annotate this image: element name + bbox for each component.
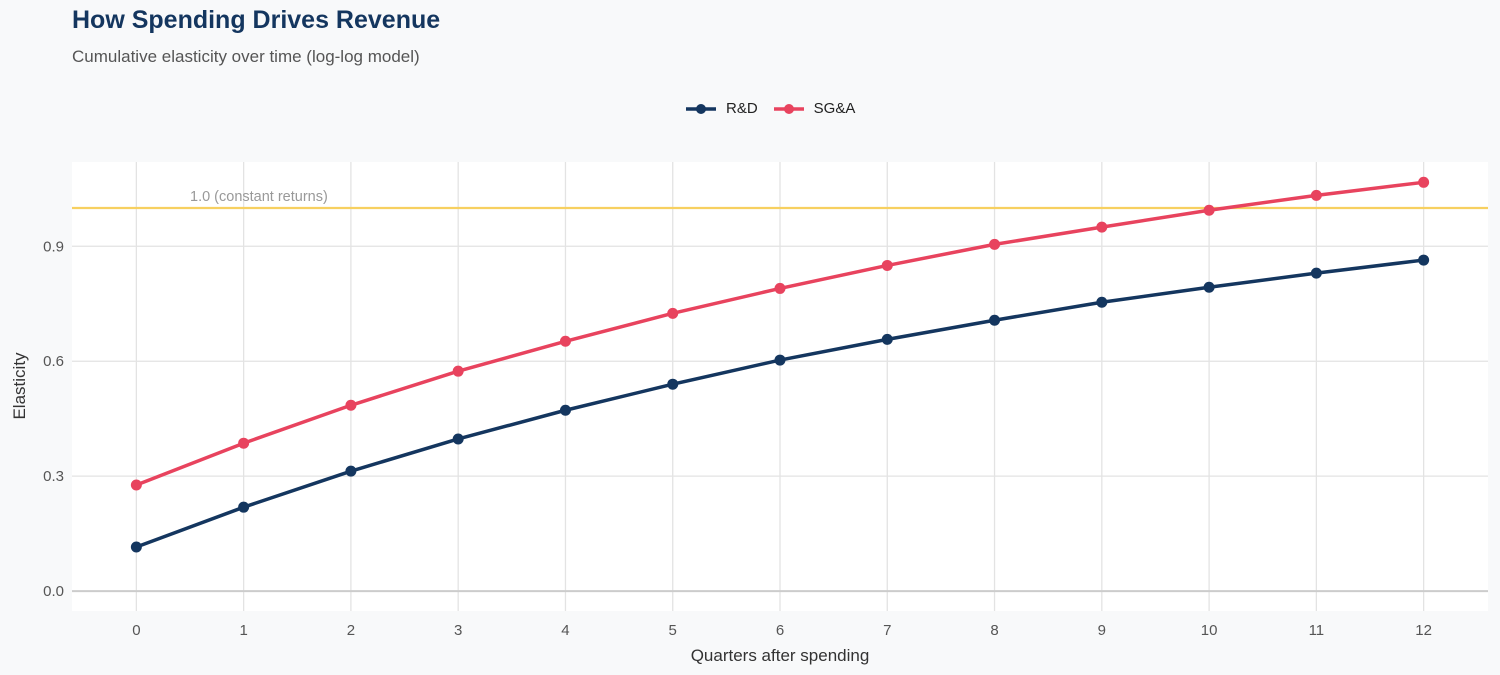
x-tick-label: 0 <box>132 622 140 639</box>
chart-title: How Spending Drives Revenue <box>72 6 441 34</box>
data-point-sga <box>452 365 464 377</box>
y-axis-label: Elasticity <box>10 352 29 420</box>
legend-item-rd: R&D <box>684 100 758 117</box>
legend-label-sga: SG&A <box>813 100 856 117</box>
x-tick-label: 3 <box>454 622 462 639</box>
data-point-sga <box>559 335 571 347</box>
data-point-rd <box>1203 281 1215 293</box>
data-point-sga <box>1096 221 1108 233</box>
data-point-rd <box>238 501 250 513</box>
legend-key-sga <box>773 103 804 114</box>
y-tick-label: 0.9 <box>43 238 64 255</box>
data-point-sga <box>130 479 142 491</box>
y-tick-label: 0.3 <box>43 468 64 485</box>
x-tick-label: 2 <box>347 622 355 639</box>
legend-item-sga: SG&A <box>772 100 856 117</box>
data-point-sga <box>989 238 1001 250</box>
data-point-sga <box>774 282 786 294</box>
data-point-rd <box>345 465 357 477</box>
data-point-rd <box>774 354 786 366</box>
data-point-rd <box>1310 267 1322 279</box>
x-tick-label: 8 <box>990 622 998 639</box>
chart-subtitle: Cumulative elasticity over time (log-log… <box>72 47 420 66</box>
data-point-rd <box>130 541 142 553</box>
x-tick-label: 10 <box>1201 622 1218 639</box>
x-tick-label: 9 <box>1098 622 1106 639</box>
legend: R&D SG&A <box>684 100 869 117</box>
legend-key-rd <box>686 103 716 114</box>
data-point-sga <box>345 399 357 411</box>
legend-label-rd: R&D <box>726 100 758 117</box>
data-point-sga <box>667 307 679 319</box>
reference-line-label: 1.0 (constant returns) <box>190 189 328 205</box>
x-tick-label: 6 <box>776 622 784 639</box>
x-tick-label: 7 <box>883 622 891 639</box>
data-point-sga <box>1203 204 1215 216</box>
data-point-rd <box>1096 296 1108 308</box>
data-point-sga <box>1310 189 1322 201</box>
data-point-rd <box>881 333 893 345</box>
data-point-rd <box>989 314 1001 326</box>
x-tick-label: 11 <box>1309 622 1325 639</box>
x-axis-label: Quarters after spending <box>691 646 870 665</box>
x-tick-label: 5 <box>669 622 677 639</box>
data-point-sga <box>238 437 250 449</box>
data-point-sga <box>881 259 893 271</box>
data-point-rd <box>667 378 679 390</box>
data-point-rd <box>452 433 464 445</box>
y-tick-label: 0.6 <box>43 353 64 370</box>
data-point-rd <box>559 404 571 416</box>
data-point-sga <box>1418 176 1430 188</box>
x-tick-label: 4 <box>561 622 569 639</box>
y-tick-label: 0.0 <box>43 583 64 600</box>
data-point-rd <box>1418 254 1430 266</box>
x-tick-label: 1 <box>239 622 247 639</box>
x-tick-label: 12 <box>1415 622 1432 639</box>
